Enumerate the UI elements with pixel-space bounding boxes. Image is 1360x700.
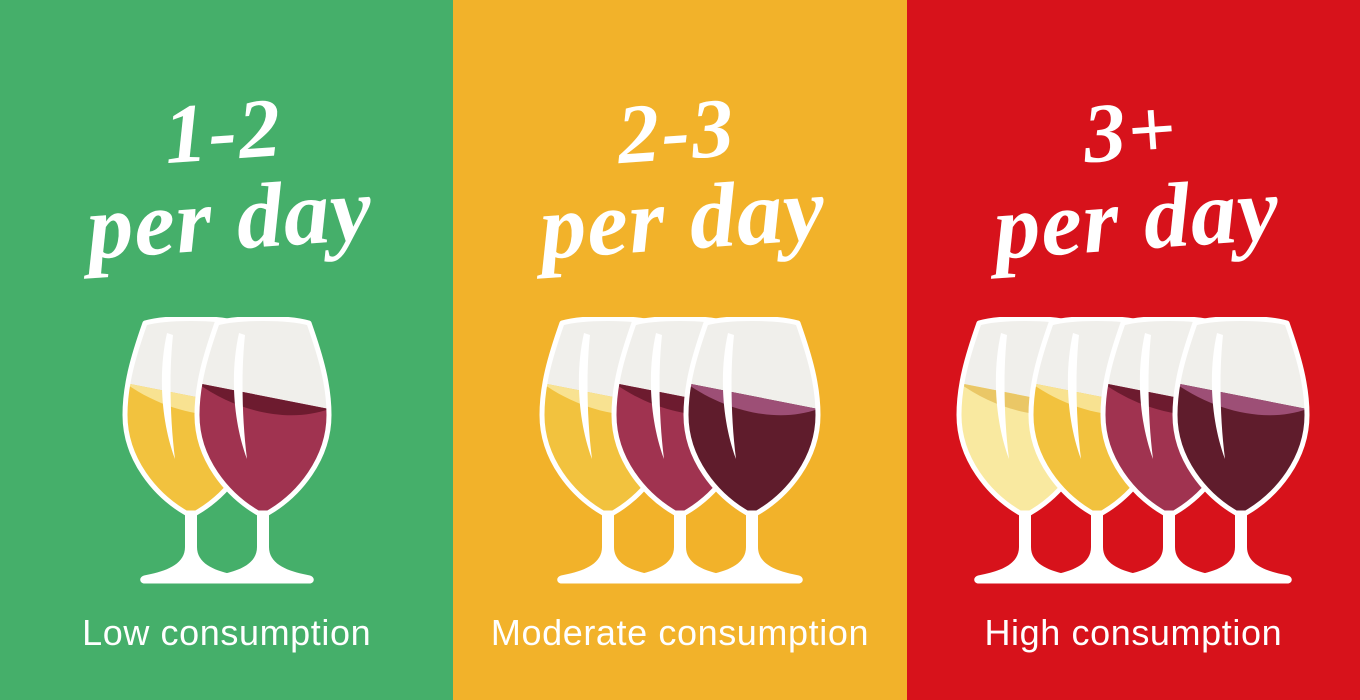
wine-glasses-graphic <box>539 316 821 584</box>
consumption-level-label: High consumption <box>984 612 1283 653</box>
serving-amount-heading: 2-3 per day <box>453 76 906 281</box>
serving-amount-heading: 1-2 per day <box>0 76 453 281</box>
wine-glasses-illustration <box>538 316 822 597</box>
wine-glasses-graphic <box>956 316 1310 584</box>
wine-glasses-illustration <box>121 316 333 597</box>
panel-high-consumption: 3+ per day High consumption <box>906 0 1360 700</box>
consumption-level-label: Low consumption <box>82 612 372 653</box>
wine-glass-red-wine <box>194 316 332 584</box>
wine-glasses-illustration <box>955 316 1311 597</box>
serving-amount-heading: 3+ per day <box>907 76 1360 281</box>
consumption-level-label: Moderate consumption <box>490 612 870 653</box>
panel-moderate-consumption: 2-3 per day Moderate consumption <box>453 0 907 700</box>
wine-glasses-graphic <box>122 316 332 584</box>
wine-glass-dark-red-wine <box>683 316 821 584</box>
wine-glass-dark-red-wine <box>1172 316 1310 584</box>
panel-low-consumption: 1-2 per day Low consumption <box>0 0 454 700</box>
